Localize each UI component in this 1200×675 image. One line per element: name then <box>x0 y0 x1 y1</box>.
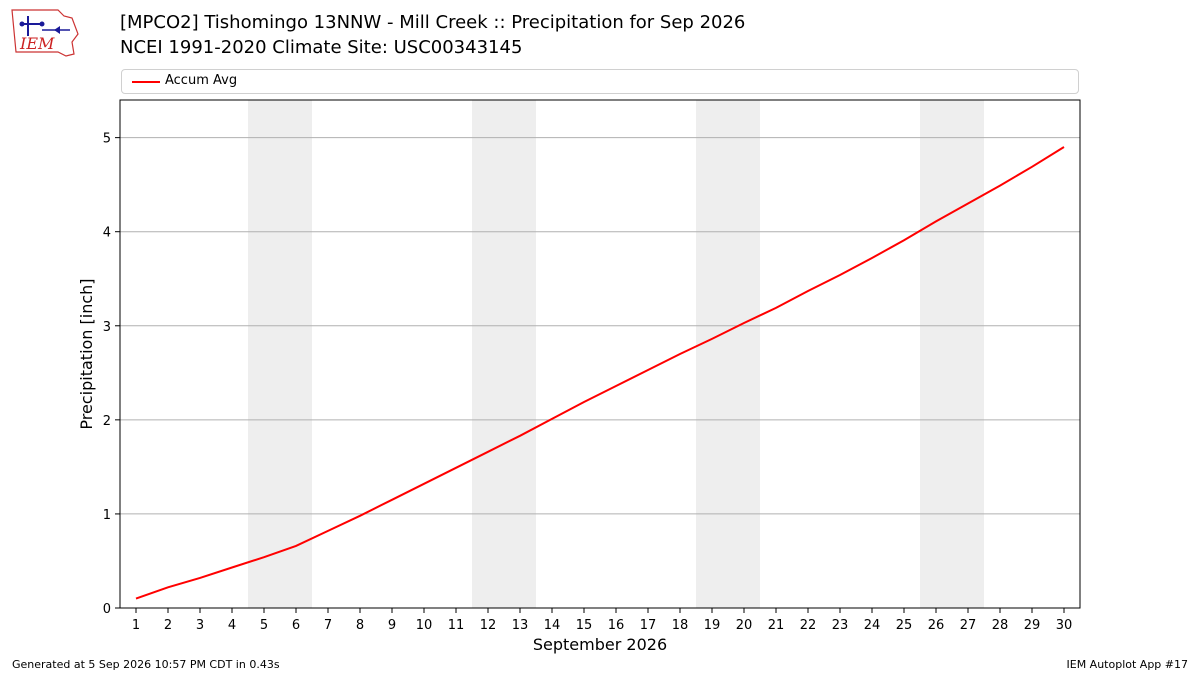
x-tick-label: 21 <box>768 618 785 633</box>
x-tick-label: 17 <box>640 618 657 633</box>
x-tick-label: 6 <box>292 618 300 633</box>
y-tick-label: 3 <box>103 320 111 335</box>
x-tick-label: 12 <box>480 618 497 633</box>
y-tick-label: 2 <box>103 414 111 429</box>
x-tick-label: 24 <box>864 618 881 633</box>
y-axis-label: Precipitation [inch] <box>77 278 96 429</box>
plot-frame <box>119 99 1081 609</box>
y-tick-label: 4 <box>103 226 111 241</box>
legend-swatch <box>132 81 160 83</box>
x-tick-label: 29 <box>1024 618 1041 633</box>
footer-generated: Generated at 5 Sep 2026 10:57 PM CDT in … <box>12 658 280 671</box>
x-tick-label: 14 <box>544 618 561 633</box>
x-tick-label: 25 <box>896 618 913 633</box>
x-tick-label: 5 <box>260 618 268 633</box>
iem-logo: IEM <box>11 9 79 57</box>
series-line-accum-avg <box>135 146 1065 600</box>
x-tick-label: 1 <box>132 618 140 633</box>
x-tick-label: 4 <box>228 618 236 633</box>
x-tick-label: 19 <box>704 618 721 633</box>
y-tick-label: 1 <box>103 508 111 523</box>
x-tick-label: 2 <box>164 618 172 633</box>
y-tick-label: 0 <box>103 602 111 617</box>
x-tick-label: 30 <box>1056 618 1073 633</box>
x-tick-label: 8 <box>356 618 364 633</box>
x-tick-label: 15 <box>576 618 593 633</box>
x-tick-label: 23 <box>832 618 849 633</box>
legend: Accum Avg <box>121 69 1079 94</box>
chart-subtitle: NCEI 1991-2020 Climate Site: USC00343145 <box>120 37 523 58</box>
x-tick-label: 10 <box>416 618 433 633</box>
chart-title: [MPCO2] Tishomingo 13NNW - Mill Creek ::… <box>120 12 746 33</box>
weekend-band <box>472 100 536 608</box>
x-tick-label: 13 <box>512 618 529 633</box>
svg-text:IEM: IEM <box>19 34 55 53</box>
x-tick-label: 3 <box>196 618 204 633</box>
x-tick-label: 11 <box>448 618 465 633</box>
weekend-band <box>920 100 984 608</box>
legend-label: Accum Avg <box>165 73 238 88</box>
x-tick-label: 16 <box>608 618 625 633</box>
x-tick-label: 20 <box>736 618 753 633</box>
weekend-band <box>248 100 312 608</box>
x-tick-label: 9 <box>388 618 396 633</box>
footer-app: IEM Autoplot App #17 <box>1066 658 1189 671</box>
x-tick-label: 28 <box>992 618 1009 633</box>
x-tick-label: 22 <box>800 618 817 633</box>
x-tick-label: 18 <box>672 618 689 633</box>
weekend-band <box>696 100 760 608</box>
x-axis-label: September 2026 <box>533 635 667 654</box>
x-tick-label: 7 <box>324 618 332 633</box>
x-tick-label: 27 <box>960 618 977 633</box>
y-tick-label: 5 <box>103 132 111 147</box>
x-tick-label: 26 <box>928 618 945 633</box>
